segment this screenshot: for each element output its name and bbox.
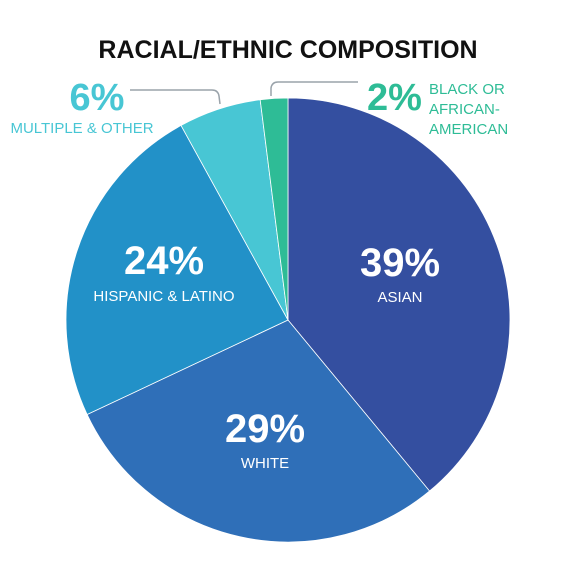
pie-slice-hispanic-latino <box>65 124 289 416</box>
data-label-white-name: WHITE <box>241 455 289 472</box>
data-label-white-percent: 29% <box>225 407 305 451</box>
data-label-asian-name: ASIAN <box>377 289 422 306</box>
callout-multiple-label: MULTIPLE & OTHER <box>10 120 153 137</box>
leader-line-multiple <box>130 89 221 105</box>
pie-slice-asian <box>287 97 511 492</box>
leader-line-black <box>270 81 358 96</box>
callout-black-label-line2: AFRICAN- <box>429 101 500 118</box>
data-label-hispanic-name: HISPANIC & LATINO <box>93 288 234 305</box>
pie-slice-black-or-african-american <box>259 97 289 321</box>
data-label-asian-percent: 39% <box>360 241 440 285</box>
chart-title: RACIAL/ETHNIC COMPOSITION <box>98 36 477 64</box>
callout-black-label-line1: BLACK OR <box>429 81 505 98</box>
callout-black-percent: 2% <box>367 77 422 119</box>
pie-slice-white <box>86 319 431 543</box>
leader-lines <box>130 81 358 105</box>
data-label-hispanic-percent: 24% <box>124 239 204 283</box>
callout-black-label-line3: AMERICAN <box>429 121 508 138</box>
pie-slices <box>65 97 511 543</box>
callout-multiple-percent: 6% <box>70 77 125 119</box>
